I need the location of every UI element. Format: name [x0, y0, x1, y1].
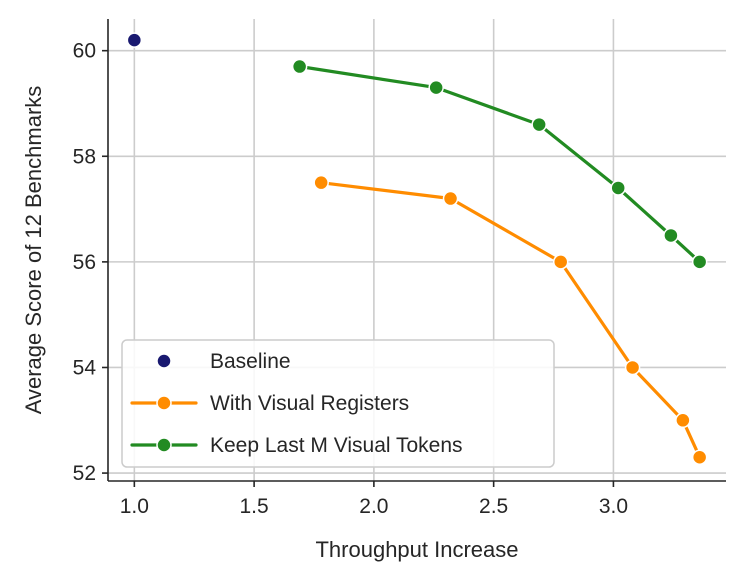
x-tick-label: 2.5	[479, 495, 508, 518]
y-tick-label: 52	[73, 462, 96, 485]
x-tick-label: 2.0	[359, 495, 388, 518]
legend: Baseline With Visual Registers Keep Last M…	[121, 339, 555, 468]
series-with-visual-registers	[313, 174, 708, 465]
series-layer	[126, 32, 708, 465]
x-tick-label: 3.0	[599, 495, 628, 518]
x-axis-label: Throughput Increase	[315, 537, 518, 562]
y-tick-label: 58	[73, 145, 96, 168]
series-keep-last-m-visual-tokens	[291, 58, 708, 270]
y-tick-label: 56	[73, 251, 96, 274]
data-point	[663, 227, 679, 244]
y-axis-label: Average Score of 12 Benchmarks	[21, 86, 46, 415]
data-point	[691, 254, 708, 270]
data-point	[442, 190, 459, 207]
gridlines	[108, 19, 726, 481]
legend-marker	[156, 395, 172, 411]
data-point	[313, 174, 329, 191]
data-point	[624, 359, 641, 376]
legend-marker	[156, 437, 172, 453]
data-point	[428, 79, 444, 96]
data-point	[610, 180, 626, 196]
legend-label: Keep Last M Visual Tokens	[210, 434, 463, 457]
x-tick-label: 1.5	[240, 495, 269, 518]
data-point	[126, 32, 143, 48]
x-tick-label: 1.0	[120, 495, 149, 518]
axes	[102, 19, 726, 487]
data-point	[531, 116, 547, 133]
data-point	[675, 412, 691, 429]
y-tick-label: 54	[73, 356, 97, 379]
legend-marker	[156, 353, 172, 369]
tick-labels: 1.0 1.5 2.0 2.5 3.0 52 54 56 58 60	[73, 40, 628, 518]
data-point	[691, 449, 708, 465]
legend-box	[121, 339, 555, 468]
data-point	[291, 58, 308, 75]
y-tick-label: 60	[73, 40, 96, 63]
data-point	[552, 254, 569, 270]
legend-label: Baseline	[210, 350, 291, 373]
legend-label: With Visual Registers	[210, 392, 409, 415]
series-baseline	[126, 32, 143, 48]
